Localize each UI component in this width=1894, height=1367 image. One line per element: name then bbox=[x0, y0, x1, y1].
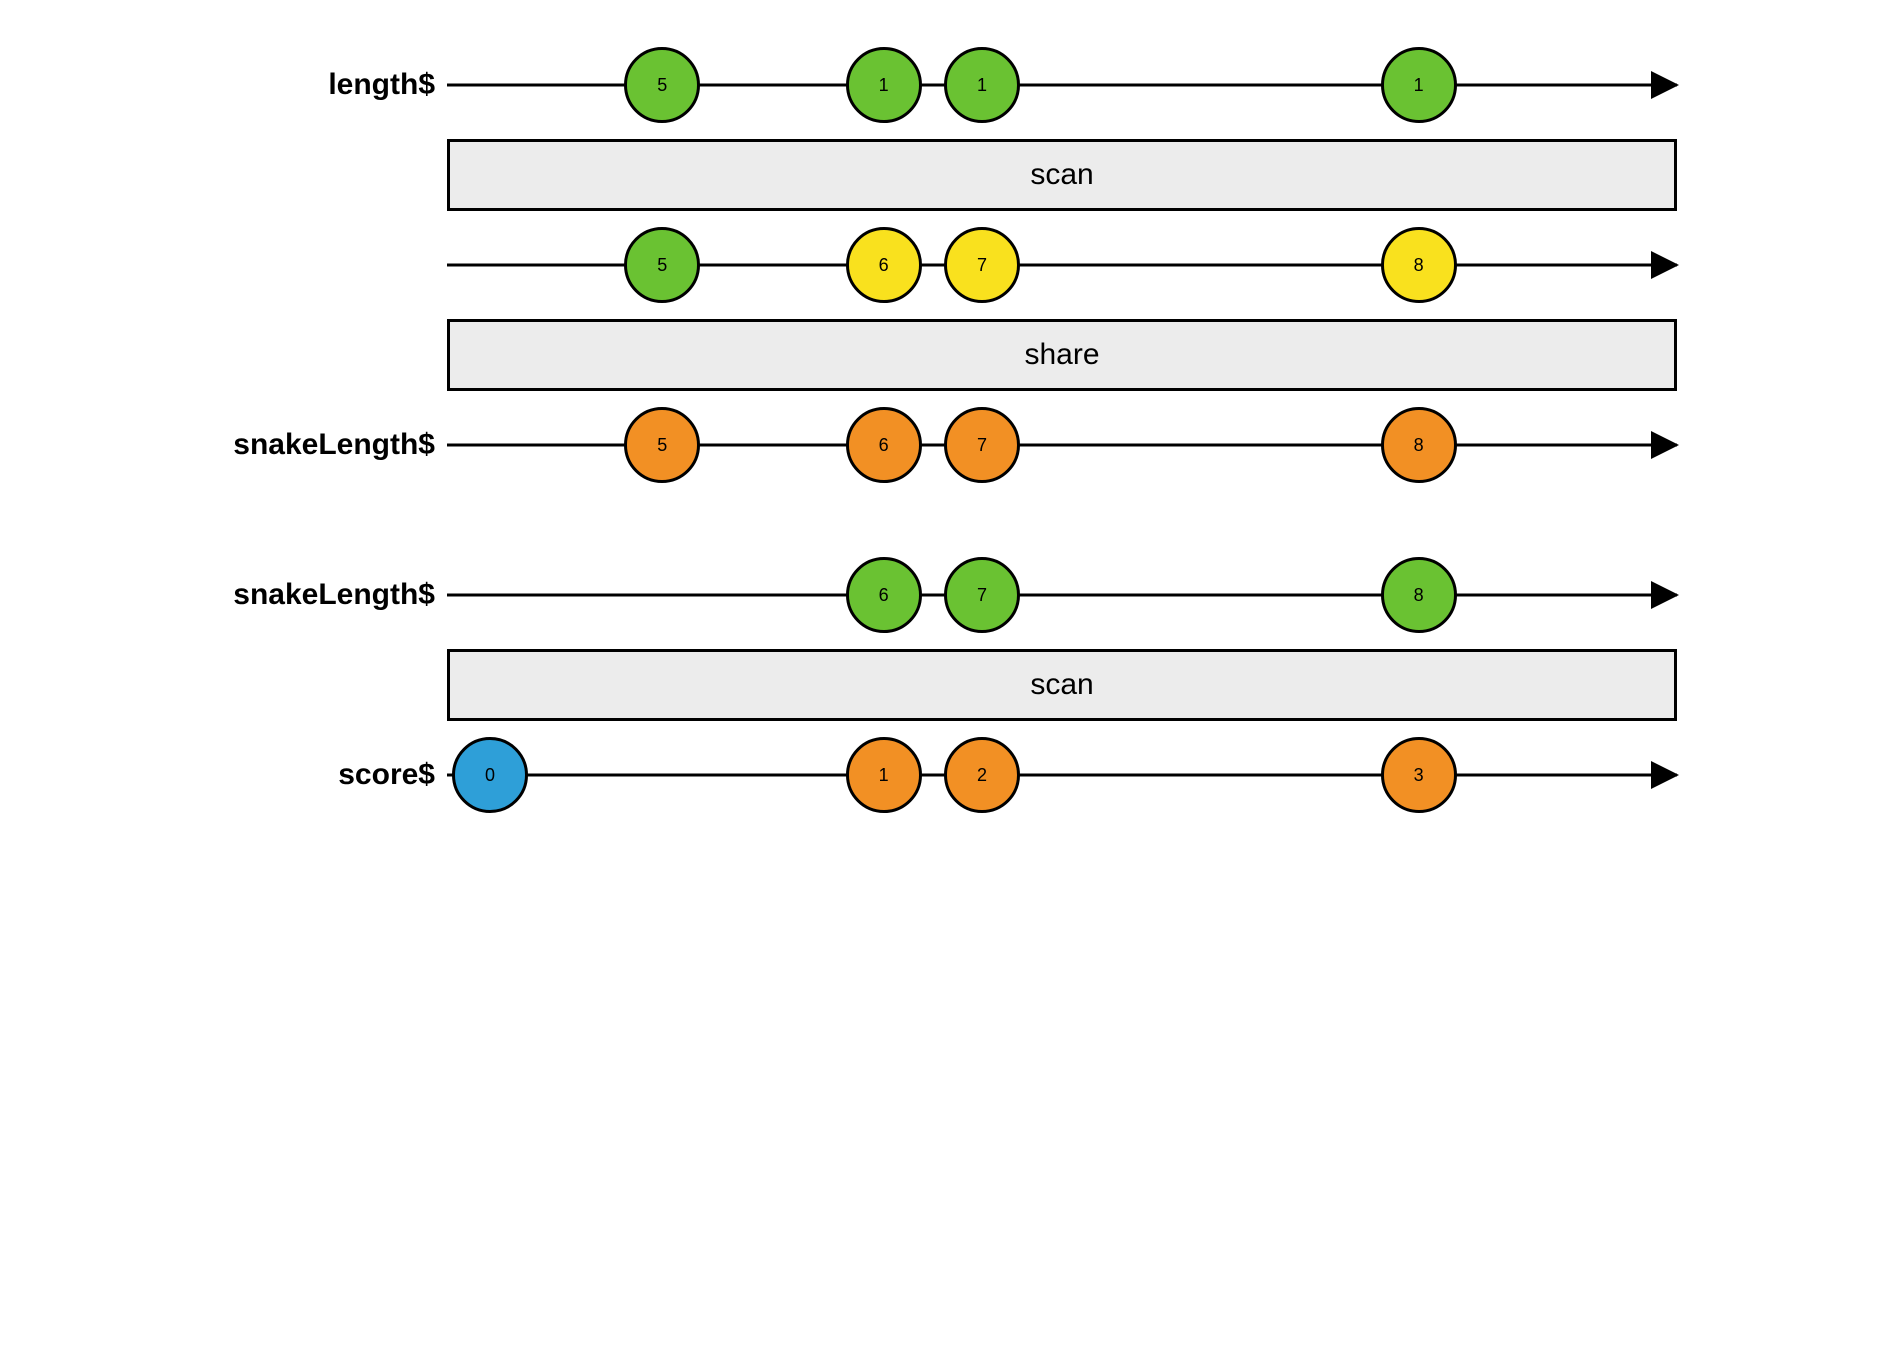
marble: 1 bbox=[944, 47, 1020, 123]
arrowhead-icon bbox=[1651, 251, 1679, 279]
timeline-row: snakeLength$ 5 67 8 bbox=[217, 400, 1677, 490]
arrowhead-icon bbox=[1651, 71, 1679, 99]
arrowhead-icon bbox=[1651, 761, 1679, 789]
operator-row: share bbox=[217, 310, 1677, 400]
stream-label: score$ bbox=[217, 758, 447, 792]
marble: 8 bbox=[1381, 227, 1457, 303]
operator-row: scan bbox=[217, 640, 1677, 730]
marble: 8 bbox=[1381, 407, 1457, 483]
timeline: 0 12 3 bbox=[447, 730, 1677, 820]
marble: 3 bbox=[1381, 737, 1457, 813]
marble: 1 bbox=[846, 737, 922, 813]
operator-box: scan bbox=[447, 649, 1677, 721]
marble: 1 bbox=[1381, 47, 1457, 123]
operator-row: scan bbox=[217, 130, 1677, 220]
stream-label: snakeLength$ bbox=[217, 578, 447, 612]
gap bbox=[217, 490, 1677, 550]
marble: 8 bbox=[1381, 557, 1457, 633]
timeline-row: score$0 12 3 bbox=[217, 730, 1677, 820]
timeline-row: length$5111 bbox=[217, 40, 1677, 130]
operator-box: scan bbox=[447, 139, 1677, 211]
marble: 7 bbox=[944, 407, 1020, 483]
arrowhead-icon bbox=[1651, 431, 1679, 459]
timeline-line bbox=[447, 594, 1677, 597]
timeline-row: snakeLength$ 67 8 bbox=[217, 550, 1677, 640]
timeline: 67 8 bbox=[447, 550, 1677, 640]
marble: 5 bbox=[624, 227, 700, 303]
timeline-row: 5 67 8 bbox=[217, 220, 1677, 310]
marble: 6 bbox=[846, 407, 922, 483]
marble: 5 bbox=[624, 407, 700, 483]
timeline: 5111 bbox=[447, 40, 1677, 130]
marble: 5 bbox=[624, 47, 700, 123]
timeline: 5 67 8 bbox=[447, 400, 1677, 490]
timeline-line bbox=[447, 774, 1677, 777]
marble: 7 bbox=[944, 557, 1020, 633]
operator-box: share bbox=[447, 319, 1677, 391]
stream-label: snakeLength$ bbox=[217, 428, 447, 462]
marble: 0 bbox=[452, 737, 528, 813]
marble: 2 bbox=[944, 737, 1020, 813]
marble: 1 bbox=[846, 47, 922, 123]
marble: 6 bbox=[846, 557, 922, 633]
timeline: 5 67 8 bbox=[447, 220, 1677, 310]
marble: 7 bbox=[944, 227, 1020, 303]
marble: 6 bbox=[846, 227, 922, 303]
arrowhead-icon bbox=[1651, 581, 1679, 609]
marble-diagram: length$5111scan5678sharesnakeLength$5678… bbox=[217, 40, 1677, 820]
stream-label: length$ bbox=[217, 68, 447, 102]
